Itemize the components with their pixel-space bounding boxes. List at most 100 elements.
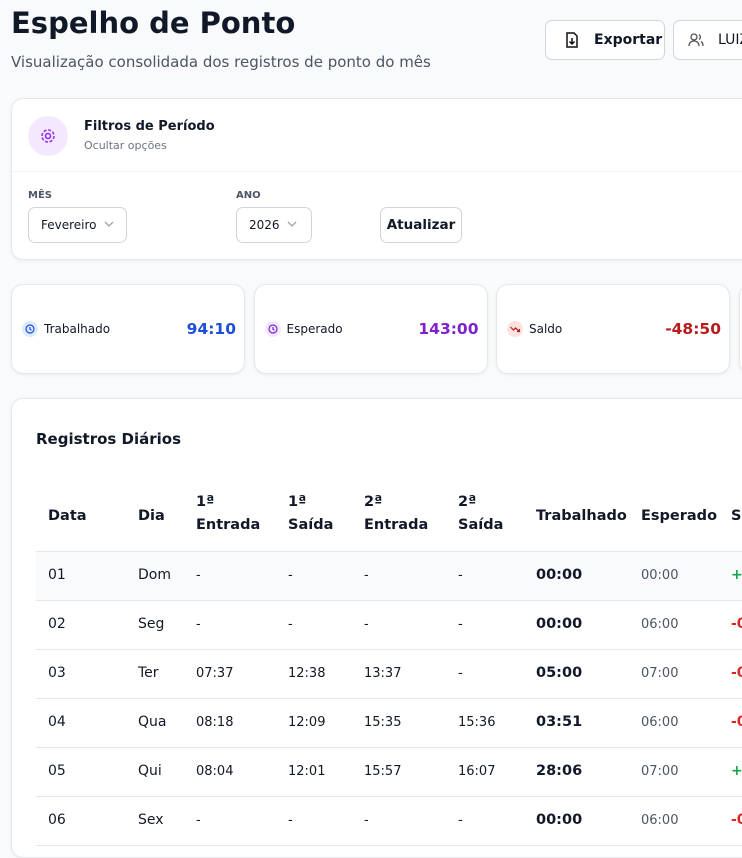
page: Espelho de Ponto Visualização consolidad… bbox=[11, 6, 742, 858]
summary-value: 94:10 bbox=[186, 320, 236, 338]
filters-card: Filtros de Período Ocultar opções MÊS Fe… bbox=[11, 98, 742, 260]
export-button[interactable]: Exportar bbox=[545, 20, 665, 60]
table-cell: 15:57 bbox=[364, 764, 402, 779]
column-header: Esperado bbox=[641, 508, 718, 524]
table-cell: - bbox=[196, 617, 201, 632]
summary-icon bbox=[507, 321, 523, 337]
table-cell: -02:09 bbox=[731, 714, 742, 730]
table-cell: 00:00 bbox=[536, 567, 583, 583]
table-cell: - bbox=[458, 568, 463, 583]
table-cell: 08:18 bbox=[196, 715, 234, 730]
table-cell: 07:00 bbox=[641, 666, 679, 681]
table-cell: 06:00 bbox=[641, 813, 679, 828]
table-cell: -06:00 bbox=[731, 812, 742, 828]
table-cell: - bbox=[288, 813, 293, 828]
column-header: Saldo bbox=[731, 508, 742, 524]
table-cell: 12:38 bbox=[288, 666, 326, 681]
table-cell: 05 bbox=[48, 763, 66, 779]
table-cell: - bbox=[364, 813, 369, 828]
year-select[interactable]: 2026 bbox=[236, 207, 312, 243]
page-title: Espelho de Ponto bbox=[11, 6, 296, 40]
table-cell: 15:36 bbox=[458, 715, 496, 730]
export-label: Exportar bbox=[594, 32, 663, 48]
table-cell: +21:06 bbox=[731, 763, 742, 779]
table-cell: 12:09 bbox=[288, 715, 326, 730]
table-cell: +00:00 bbox=[731, 567, 742, 583]
table-cell: 16:07 bbox=[458, 764, 496, 779]
header-divider bbox=[36, 551, 742, 552]
table-cell: - bbox=[196, 813, 201, 828]
refresh-button[interactable]: Atualizar bbox=[380, 207, 462, 243]
table-cell: 03:51 bbox=[536, 714, 583, 730]
table-cell: 04 bbox=[48, 714, 66, 730]
month-label: MÊS bbox=[28, 190, 52, 201]
column-header: 2ª Entrada bbox=[364, 494, 429, 533]
table-cell: - bbox=[458, 813, 463, 828]
summary-label: Saldo bbox=[529, 322, 563, 336]
table-cell: Dom bbox=[138, 567, 171, 583]
table-cell: 07:37 bbox=[196, 666, 234, 681]
column-header: 2ª Saída bbox=[458, 494, 504, 533]
divider bbox=[12, 171, 742, 172]
user-button[interactable]: LUIZ bbox=[673, 20, 742, 60]
table-cell: 13:37 bbox=[364, 666, 402, 681]
table-cell: -02:00 bbox=[731, 665, 742, 681]
refresh-label: Atualizar bbox=[386, 217, 456, 233]
table-cell: - bbox=[364, 617, 369, 632]
table-cell: Qua bbox=[138, 714, 167, 730]
table-cell: 28:06 bbox=[536, 763, 583, 779]
table-row: 03 Ter 07:37 12:38 13:37 - 05:00 07:00 -02:00 bbox=[36, 650, 742, 699]
month-select[interactable]: Fevereiro bbox=[28, 207, 127, 243]
table-row: 02 Seg - - - - 00:00 06:00 -06:00 bbox=[36, 601, 742, 650]
table-row: 06 Sex - - - - 00:00 06:00 -06:00 bbox=[36, 797, 742, 846]
filters-icon bbox=[28, 116, 68, 156]
table-cell: 15:35 bbox=[364, 715, 402, 730]
summary-value: 143:00 bbox=[418, 320, 479, 338]
year-label: ANO bbox=[236, 190, 261, 201]
table-cell: Qui bbox=[138, 763, 162, 779]
month-value: Fevereiro bbox=[41, 218, 97, 232]
summary-value: -48:50 bbox=[665, 320, 721, 338]
export-icon bbox=[566, 32, 578, 48]
summary-card: Saldo -48:50 bbox=[496, 284, 730, 374]
table-cell: Seg bbox=[138, 616, 165, 632]
summary-label: Esperado bbox=[286, 322, 343, 336]
gear-icon bbox=[41, 129, 55, 143]
chevron bbox=[104, 221, 114, 227]
table-title: Registros Diários bbox=[36, 430, 182, 448]
icon bbox=[25, 324, 35, 334]
column-header: Trabalhado bbox=[536, 508, 627, 524]
summary-label: Trabalhado bbox=[44, 322, 111, 336]
column-header: 1ª Entrada bbox=[196, 494, 261, 533]
filters-toggle[interactable]: Ocultar opções bbox=[84, 139, 167, 152]
column-header: 1ª Saída bbox=[288, 494, 334, 533]
summary-icon bbox=[264, 321, 281, 337]
table-cell: Ter bbox=[138, 665, 159, 681]
icon bbox=[510, 326, 521, 333]
year-value: 2026 bbox=[249, 218, 280, 232]
summary-card: Trabalhado 94:10 bbox=[11, 284, 245, 374]
chevron bbox=[287, 221, 297, 227]
table-cell: - bbox=[196, 568, 201, 583]
filters-title: Filtros de Período bbox=[84, 119, 215, 134]
column-header: Data bbox=[48, 508, 87, 524]
table-cell: 06:00 bbox=[641, 715, 679, 730]
table-card: Registros Diários Data Dia 1ª Entrada 1ª Sa… bbox=[11, 398, 742, 858]
table-cell: - bbox=[364, 568, 369, 583]
column-header: Dia bbox=[138, 508, 165, 524]
table-cell: 06:00 bbox=[641, 617, 679, 632]
table-cell: 00:00 bbox=[536, 616, 583, 632]
user-icon bbox=[688, 33, 704, 47]
table-cell: 02 bbox=[48, 616, 66, 632]
table-cell: -06:00 bbox=[731, 616, 742, 632]
table-cell: 03 bbox=[48, 665, 66, 681]
table-cell: - bbox=[458, 617, 463, 632]
table-cell: 06 bbox=[48, 812, 66, 828]
table-cell: - bbox=[288, 568, 293, 583]
table-cell: 01 bbox=[48, 567, 66, 583]
table-cell: 07:00 bbox=[641, 764, 679, 779]
summary-icon bbox=[22, 321, 38, 337]
table-cell: - bbox=[458, 666, 463, 681]
table-cell: 00:00 bbox=[641, 568, 679, 583]
table-row: 01 Dom - - - - 00:00 00:00 +00:00 bbox=[36, 552, 742, 601]
